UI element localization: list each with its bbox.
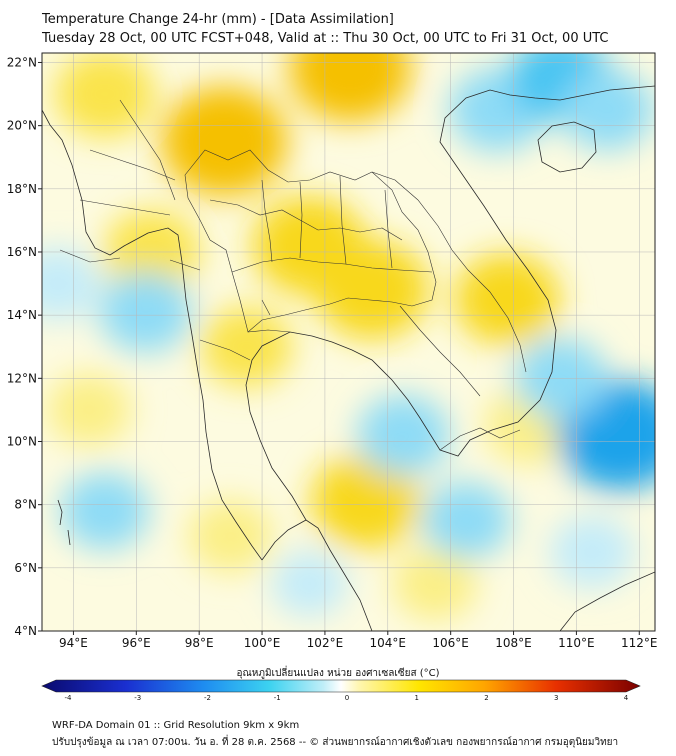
colorbar-tick-label: -4 xyxy=(65,694,73,700)
lon-label: 104°E xyxy=(370,636,407,650)
field-anomaly-19 xyxy=(421,481,511,560)
lat-label: 22°N xyxy=(7,55,37,69)
coastlines-and-borders xyxy=(42,85,655,631)
lat-label: 20°N xyxy=(7,119,37,133)
longitude-axis: 94°E 96°E 98°E 100°E 102°E 104°E 106°E 108°E 110… xyxy=(59,631,658,650)
colorbar-tick-label: -1 xyxy=(274,694,281,700)
colorbar-title: อุณหภูมิเปลี่ยนแปลง หน่วย องศาเซลเซียส (… xyxy=(236,668,440,679)
colorbar-scale xyxy=(41,679,641,693)
field-anomaly-23 xyxy=(271,550,348,617)
lon-label: 96°E xyxy=(122,636,151,650)
temperature-field xyxy=(42,53,655,621)
colorbar: -4 -3 -2 -1 0 1 2 3 4 xyxy=(41,679,641,700)
lat-label: 6°N xyxy=(14,561,37,575)
field-anomaly-15 xyxy=(561,69,655,151)
lon-label: 94°E xyxy=(59,636,88,650)
field-anomaly-11 xyxy=(188,499,273,574)
lat-label: 18°N xyxy=(7,182,37,196)
lon-label: 102°E xyxy=(307,636,344,650)
lat-label: 10°N xyxy=(7,434,37,448)
lat-label: 12°N xyxy=(7,371,37,385)
lon-label: 108°E xyxy=(495,636,532,650)
lat-label: 8°N xyxy=(14,498,37,512)
latitude-axis: 22°N 20°N 18°N 16°N 14°N 12°N 10°N 8°N 6°N 4°N xyxy=(7,55,42,638)
footer-credits: ปรับปรุงข้อมูล ณ เวลา 07:00น. วัน อ. ที่… xyxy=(52,737,619,748)
lat-label: 14°N xyxy=(7,308,37,322)
colorbar-tick-label: -3 xyxy=(134,694,141,700)
province-borders xyxy=(59,99,527,451)
map-subtitle: Tuesday 28 Oct, 00 UTC FCST+048, Valid a… xyxy=(42,31,609,46)
field-anomaly-8 xyxy=(454,253,560,346)
field-anomaly-4 xyxy=(54,53,156,139)
colorbar-tick-label: 0 xyxy=(345,694,349,700)
lat-label: 4°N xyxy=(14,624,37,638)
field-anomaly-7 xyxy=(311,453,421,550)
lon-label: 106°E xyxy=(432,636,469,650)
map-frame xyxy=(41,52,656,632)
lon-label: 100°E xyxy=(244,636,281,650)
field-anomaly-18 xyxy=(357,394,450,476)
field-anomaly-21 xyxy=(99,271,193,353)
field-anomaly-3 xyxy=(315,240,429,340)
field-anomaly-10 xyxy=(46,373,132,447)
colorbar-tick-label: -2 xyxy=(204,694,211,700)
temperature-change-map: 22°N 20°N 18°N 16°N 14°N 12°N 10°N 8°N 6°N 4°N 94… xyxy=(7,52,658,700)
lon-label: 98°E xyxy=(185,636,214,650)
lon-label: 110°E xyxy=(558,636,595,650)
field-anomaly-0 xyxy=(161,86,288,197)
lat-label: 16°N xyxy=(7,245,37,259)
field-anomaly-6 xyxy=(199,306,293,388)
footer-resolution: WRF-DA Domain 01 :: Grid Resolution 9km … xyxy=(52,720,300,731)
lon-label: 112°E xyxy=(621,636,658,650)
field-anomaly-1 xyxy=(289,53,412,122)
colorbar-tick-label: 3 xyxy=(554,694,558,700)
field-anomaly-12 xyxy=(392,546,478,621)
colorbar-tick-label: 2 xyxy=(484,694,488,700)
field-anomaly-24 xyxy=(549,515,635,589)
field-anomaly-20 xyxy=(60,472,150,550)
field-anomaly-22 xyxy=(42,246,101,321)
colorbar-ticks: -4 -3 -2 -1 0 1 2 3 4 xyxy=(65,694,629,700)
colorbar-tick-label: 1 xyxy=(415,694,419,700)
map-title: Temperature Change 24-hr (mm) - [Data As… xyxy=(42,12,394,27)
colorbar-tick-label: 4 xyxy=(624,694,629,700)
